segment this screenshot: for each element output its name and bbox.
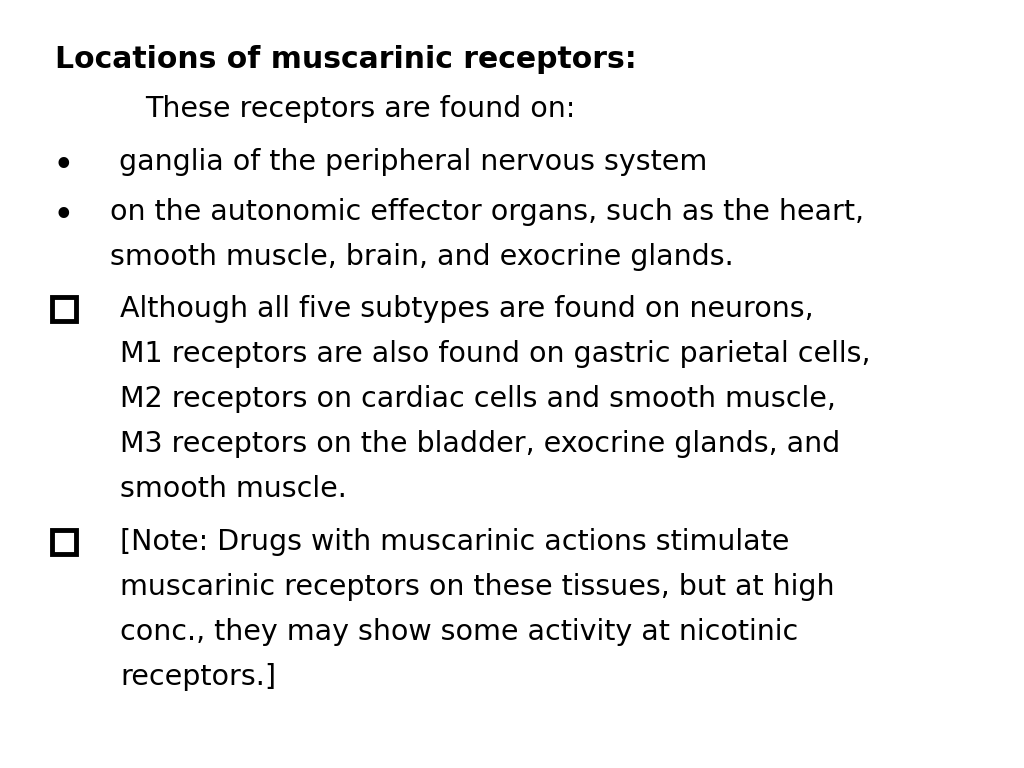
Text: M1 receptors are also found on gastric parietal cells,: M1 receptors are also found on gastric p… xyxy=(120,340,870,368)
Text: ganglia of the peripheral nervous system: ganglia of the peripheral nervous system xyxy=(110,148,708,176)
Text: smooth muscle, brain, and exocrine glands.: smooth muscle, brain, and exocrine gland… xyxy=(110,243,734,271)
Text: smooth muscle.: smooth muscle. xyxy=(120,475,347,503)
Text: M3 receptors on the bladder, exocrine glands, and: M3 receptors on the bladder, exocrine gl… xyxy=(120,430,841,458)
Text: These receptors are found on:: These receptors are found on: xyxy=(145,95,575,123)
Text: Locations of muscarinic receptors:: Locations of muscarinic receptors: xyxy=(55,45,637,74)
Text: receptors.]: receptors.] xyxy=(120,663,276,691)
Text: on the autonomic effector organs, such as the heart,: on the autonomic effector organs, such a… xyxy=(110,198,864,226)
Text: [Note: Drugs with muscarinic actions stimulate: [Note: Drugs with muscarinic actions sti… xyxy=(120,528,790,556)
Text: •: • xyxy=(52,148,74,185)
FancyBboxPatch shape xyxy=(52,530,76,554)
Text: •: • xyxy=(52,198,74,235)
Text: muscarinic receptors on these tissues, but at high: muscarinic receptors on these tissues, b… xyxy=(120,573,835,601)
Text: conc., they may show some activity at nicotinic: conc., they may show some activity at ni… xyxy=(120,618,799,646)
Text: Although all five subtypes are found on neurons,: Although all five subtypes are found on … xyxy=(120,295,814,323)
Text: M2 receptors on cardiac cells and smooth muscle,: M2 receptors on cardiac cells and smooth… xyxy=(120,385,836,413)
FancyBboxPatch shape xyxy=(52,297,76,321)
